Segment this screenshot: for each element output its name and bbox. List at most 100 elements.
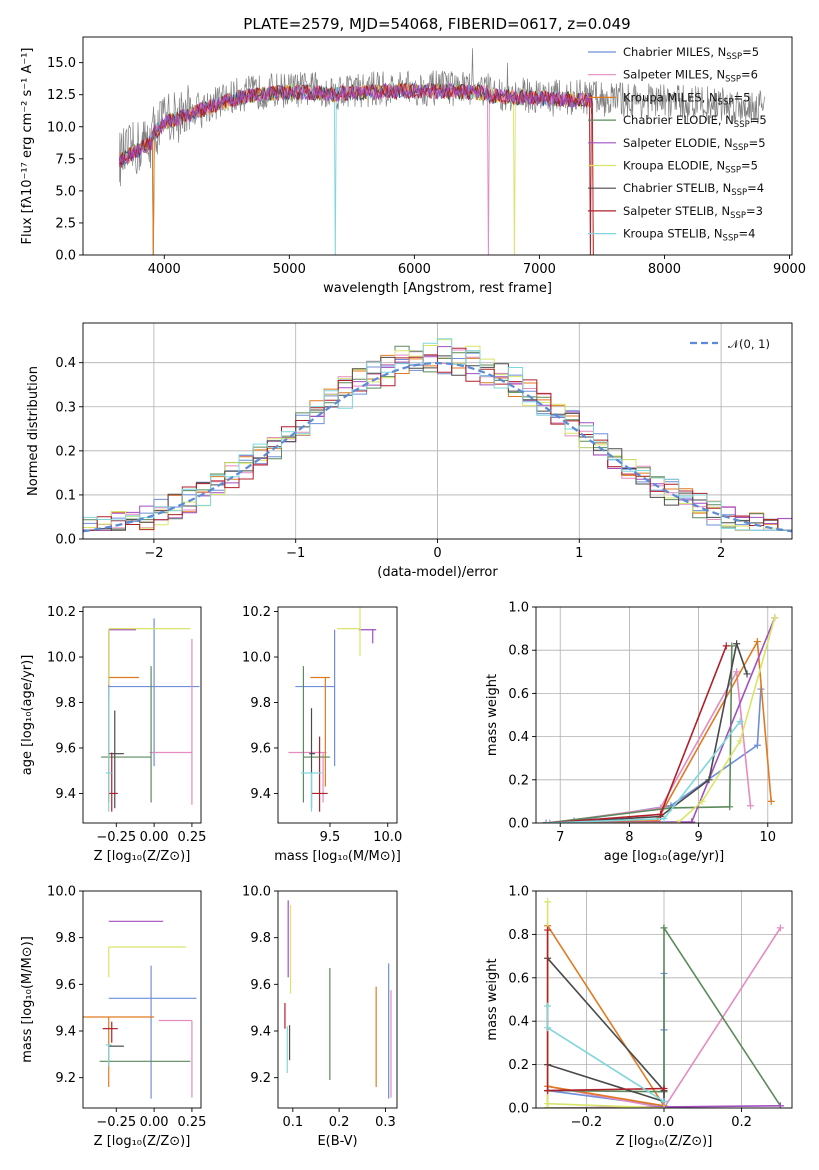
x-tick-label: 9.5 (320, 830, 341, 845)
series-marker (544, 898, 552, 906)
spectrum-panel: 4000 5000 6000 7000 8000 9000 0.0 2.5 5.0 7.5 10.0… (20, 36, 806, 296)
mass-weight-vs-metallicity-panel: −0.2 0.0 0.2 0.0 0.2 0.4 0.6 0.8 1.0 Z [log₁₀(Z/Z… (485, 885, 793, 1149)
errorbar-point-chabrier-miles (108, 618, 200, 767)
mass-weight-series-chabrier-elodie (542, 642, 736, 823)
y-tick-label: 10.0 (242, 651, 271, 666)
y-tick-label: 12.5 (47, 88, 76, 103)
legend-entry-chabrier-miles: Chabrier MILES, NSSP=5 (623, 45, 759, 62)
series-marker (542, 819, 550, 823)
y-tick-label: 0.2 (508, 773, 529, 788)
y-tick-label: 0.1 (55, 488, 76, 503)
errorbar-point-salpeter-stelib (108, 752, 118, 812)
x-tick-label: −0.25 (96, 830, 136, 845)
mass-vs-EBV-plot-area (284, 900, 392, 1099)
x-tick-label: 6000 (398, 262, 431, 277)
y-tick-label: 0.0 (55, 249, 76, 264)
y-tick-label: 9.6 (55, 978, 76, 993)
spectrum-xlabel: wavelength [Angstrom, rest frame] (323, 281, 552, 296)
x-tick-label: 9 (694, 830, 702, 845)
y-tick-label: 10.0 (242, 885, 271, 900)
errorbar-point-chabrier-elodie (302, 666, 330, 803)
y-tick-label: 10.2 (242, 605, 271, 620)
x-tick-label: 2 (717, 546, 725, 561)
mass-weight-series-kroupa-elodie (544, 898, 668, 1108)
y-tick-label: 10.0 (47, 885, 76, 900)
errorbar-point-kroupa-stelib (301, 772, 322, 812)
legend-entry-salpeter-elodie: Salpeter ELODIE, NSSP=5 (623, 136, 766, 153)
mass-weight-vs-age-panel: 7 8 9 10 0.0 0.2 0.4 0.6 0.8 1.0 age [log₁₀(age/yr… (485, 601, 793, 864)
series-marker (660, 815, 668, 823)
y-tick-label: 9.6 (55, 741, 76, 756)
series-marker (705, 776, 713, 784)
y-tick-label: 0.4 (508, 730, 529, 745)
y-tick-label: 15.0 (47, 56, 76, 71)
spectrum-title: PLATE=2579, MJD=54068, FIBERID=0617, z=0… (243, 15, 630, 33)
mass-vs-EBV-xlabel: E(B-V) (317, 1134, 357, 1149)
legend-entry-kroupa-miles: Kroupa MILES, NSSP=5 (623, 90, 750, 107)
y-tick-label: 9.2 (250, 1071, 271, 1086)
y-tick-label: 0.2 (508, 1058, 529, 1073)
series-marker (544, 1024, 552, 1032)
y-tick-label: 10.0 (47, 120, 76, 135)
mass-weight-vs-age-frame (535, 606, 793, 824)
series-marker (743, 670, 751, 678)
mass-weight-vs-Z-xlabel: Z [log₁₀(Z/Z⊙)] (616, 1134, 713, 1149)
errorbar-point-kroupa-miles (108, 632, 139, 803)
y-tick-label: 2.5 (55, 216, 76, 231)
normal-distribution-curve (83, 361, 792, 533)
series-marker (767, 797, 775, 805)
mass-weight-vs-age-ylabel: mass weight (485, 674, 500, 756)
series-marker (544, 1002, 552, 1010)
y-tick-label: 0.0 (508, 1102, 529, 1117)
y-tick-label: 10.2 (47, 605, 76, 620)
errorbar-point-kroupa-stelib (105, 1044, 112, 1066)
series-marker (698, 797, 706, 805)
x-tick-label: 7000 (523, 262, 556, 277)
residuals-plot-area (83, 338, 792, 533)
mass-weight-series-kroupa-stelib (544, 1002, 668, 1105)
mass-weight-series-chabrier-stelib (542, 640, 751, 823)
series-marker (544, 1087, 552, 1095)
legend-entry-normal: 𝒩(0, 1) (728, 337, 770, 351)
spectrum-legend: Chabrier MILES, NSSP=5 Salpeter MILES, NS… (588, 45, 767, 244)
x-tick-label: 0.25 (177, 1115, 206, 1130)
series-marker (771, 614, 779, 622)
x-tick-label: 7 (556, 830, 564, 845)
x-tick-label: 0.25 (177, 830, 206, 845)
model-spectrum-salpeter-miles (118, 83, 593, 255)
series-marker (736, 717, 744, 725)
spectrum-frame (82, 36, 793, 256)
y-tick-label: 0.2 (55, 444, 76, 459)
x-tick-label: −0.2 (571, 1115, 603, 1130)
y-tick-label: 9.2 (55, 1071, 76, 1086)
y-tick-label: 1.0 (508, 885, 529, 900)
series-marker (688, 818, 696, 823)
errorbar-point-salpeter-stelib (311, 736, 328, 812)
errorbar-point-salpeter-miles (158, 1019, 193, 1098)
x-tick-label: 0.3 (375, 1115, 396, 1130)
series-marker (726, 803, 734, 811)
x-tick-label: −2 (144, 546, 163, 561)
y-tick-label: 0.6 (508, 971, 529, 986)
x-tick-label: 0 (433, 546, 441, 561)
y-tick-label: 9.8 (250, 931, 271, 946)
series-marker (660, 1084, 668, 1092)
mass-vs-Z-xlabel: Z [log₁₀(Z/Z⊙)] (94, 1134, 191, 1149)
x-tick-label: 0.1 (282, 1115, 303, 1130)
legend-entry-salpeter-miles: Salpeter MILES, NSSP=6 (623, 68, 758, 85)
errorbar-point-salpeter-elodie (358, 629, 377, 644)
mass-weight-vs-Z-plot-area (544, 898, 784, 1108)
x-tick-label: 9000 (773, 262, 806, 277)
y-tick-label: 0.4 (55, 356, 76, 371)
mass-weight-series-salpeter-elodie (542, 614, 779, 823)
errorbar-point-salpeter-miles (288, 751, 327, 803)
age-vs-metallicity-panel: −0.25 0.00 0.25 9.4 9.6 9.8 10.0 10.2 Z [log₁₀(Z… (20, 605, 206, 864)
series-marker (660, 1097, 668, 1105)
series-marker (660, 1104, 668, 1108)
y-tick-label: 0.8 (508, 928, 529, 943)
y-tick-label: 9.8 (250, 696, 271, 711)
mass-vs-EBV-frame (277, 890, 398, 1109)
mass-vs-extinction-panel: 0.1 0.2 0.3 9.2 9.4 9.6 9.8 10.0 E(B-V) (242, 885, 398, 1149)
mass-weight-vs-Z-ylabel: mass weight (485, 958, 500, 1040)
mass-weight-series-kroupa-miles (542, 638, 775, 823)
